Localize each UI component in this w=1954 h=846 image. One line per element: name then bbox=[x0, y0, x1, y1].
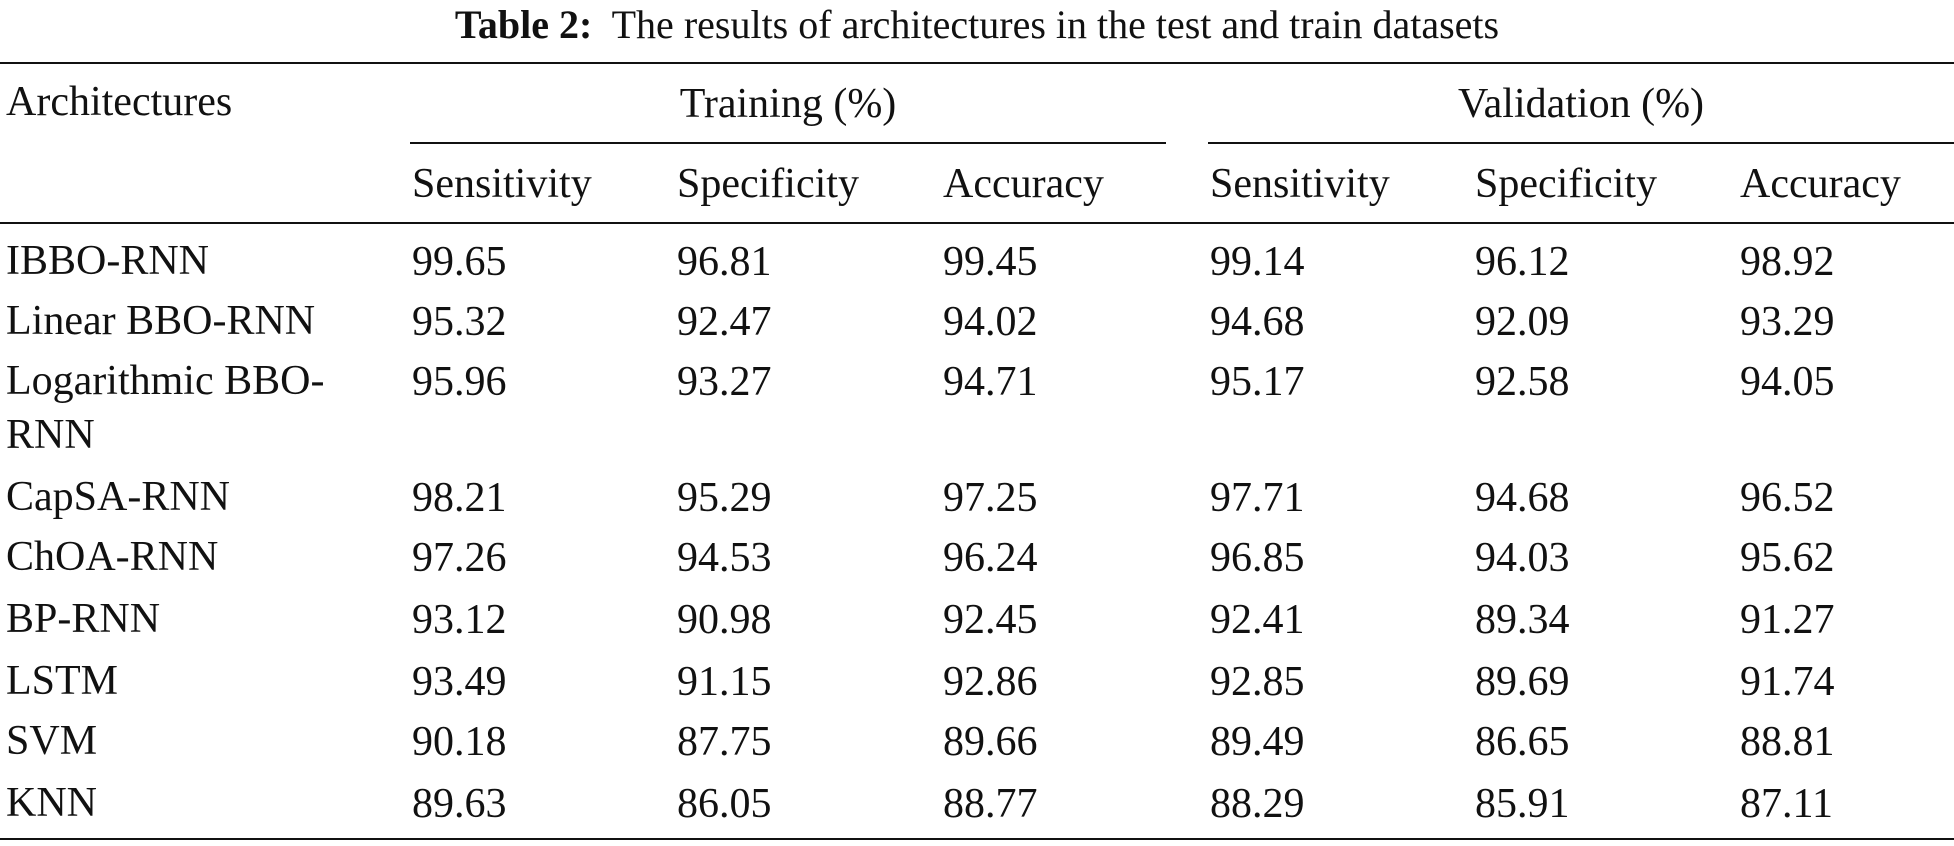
table-row-name: BP-RNN bbox=[6, 596, 161, 642]
table-cell: 89.49 bbox=[1210, 719, 1305, 765]
table-cell: 88.81 bbox=[1740, 719, 1835, 765]
table-cell: 92.47 bbox=[677, 299, 772, 345]
table-cell: 90.18 bbox=[412, 719, 507, 765]
table-cell: 88.77 bbox=[943, 781, 1038, 827]
table-cell: 99.45 bbox=[943, 239, 1038, 285]
table-cell: 87.11 bbox=[1740, 781, 1833, 827]
table-cell: 92.58 bbox=[1475, 359, 1570, 405]
caption-label: Table 2: bbox=[454, 2, 593, 47]
table-cell: 92.09 bbox=[1475, 299, 1570, 345]
table-cell: 91.27 bbox=[1740, 597, 1835, 643]
table-cell: 99.14 bbox=[1210, 239, 1305, 285]
table-row-name: CapSA-RNN bbox=[6, 474, 231, 520]
row-header-architectures: Architectures bbox=[6, 79, 233, 125]
table-cell: 89.34 bbox=[1475, 597, 1570, 643]
table-cell: 89.63 bbox=[412, 781, 507, 827]
table-cell: 86.05 bbox=[677, 781, 772, 827]
training-group-rule bbox=[410, 142, 1166, 144]
table-row-name: KNN bbox=[6, 780, 97, 826]
caption-text: The results of architectures in the test… bbox=[611, 2, 1500, 47]
validation-group-rule bbox=[1208, 142, 1954, 144]
table-cell: 98.92 bbox=[1740, 239, 1835, 285]
table-cell: 96.12 bbox=[1475, 239, 1570, 285]
bottom-rule bbox=[0, 838, 1954, 840]
table-cell: 95.32 bbox=[412, 299, 507, 345]
table-cell: 97.26 bbox=[412, 535, 507, 581]
subheader-validation-sensitivity: Sensitivity bbox=[1210, 161, 1390, 207]
group-header-validation: Validation (%) bbox=[1457, 81, 1705, 127]
table-cell: 88.29 bbox=[1210, 781, 1305, 827]
table-cell: 93.29 bbox=[1740, 299, 1835, 345]
table-cell: 85.91 bbox=[1475, 781, 1570, 827]
table-cell: 93.49 bbox=[412, 659, 507, 705]
table-cell: 91.74 bbox=[1740, 659, 1835, 705]
table-cell: 92.45 bbox=[943, 597, 1038, 643]
table-cell: 99.65 bbox=[412, 239, 507, 285]
table-row-name: SVM bbox=[6, 718, 98, 764]
table-cell: 92.85 bbox=[1210, 659, 1305, 705]
table-cell: 93.27 bbox=[677, 359, 772, 405]
table-cell: 95.29 bbox=[677, 475, 772, 521]
table-cell: 97.25 bbox=[943, 475, 1038, 521]
table-cell: 96.52 bbox=[1740, 475, 1835, 521]
subheader-training-sensitivity: Sensitivity bbox=[412, 161, 592, 207]
group-header-training: Training (%) bbox=[679, 81, 897, 127]
table-cell: 86.65 bbox=[1475, 719, 1570, 765]
table-row-name: Logarithmic BBO-RNN bbox=[6, 358, 325, 458]
table-cell: 98.21 bbox=[412, 475, 507, 521]
subheader-training-specificity: Specificity bbox=[677, 161, 859, 207]
header-rule bbox=[0, 222, 1954, 224]
table-row-name: Linear BBO-RNN bbox=[6, 298, 316, 344]
subheader-validation-specificity: Specificity bbox=[1475, 161, 1657, 207]
table-cell: 94.71 bbox=[943, 359, 1038, 405]
subheader-validation-accuracy: Accuracy bbox=[1740, 161, 1901, 207]
table-row-name: LSTM bbox=[6, 658, 119, 704]
table-cell: 94.03 bbox=[1475, 535, 1570, 581]
table-cell: 95.62 bbox=[1740, 535, 1835, 581]
table-cell: 93.12 bbox=[412, 597, 507, 643]
table-cell: 94.02 bbox=[943, 299, 1038, 345]
table-cell: 94.53 bbox=[677, 535, 772, 581]
table-cell: 96.24 bbox=[943, 535, 1038, 581]
table-cell: 95.96 bbox=[412, 359, 507, 405]
table-cell: 92.41 bbox=[1210, 597, 1305, 643]
table-cell: 91.15 bbox=[677, 659, 772, 705]
table-cell: 94.68 bbox=[1210, 299, 1305, 345]
table-cell: 97.71 bbox=[1210, 475, 1305, 521]
table-cell: 96.81 bbox=[677, 239, 772, 285]
table-cell: 87.75 bbox=[677, 719, 772, 765]
table-cell: 96.85 bbox=[1210, 535, 1305, 581]
table-cell: 94.68 bbox=[1475, 475, 1570, 521]
top-rule bbox=[0, 62, 1954, 64]
table-row-name: IBBO-RNN bbox=[6, 238, 210, 284]
table-caption: Table 2: The results of architectures in… bbox=[0, 0, 1954, 52]
table-cell: 90.98 bbox=[677, 597, 772, 643]
table-cell: 89.66 bbox=[943, 719, 1038, 765]
table-row-name: ChOA-RNN bbox=[6, 534, 219, 580]
table-cell: 92.86 bbox=[943, 659, 1038, 705]
table-cell: 94.05 bbox=[1740, 359, 1835, 405]
table-cell: 89.69 bbox=[1475, 659, 1570, 705]
table-cell: 95.17 bbox=[1210, 359, 1305, 405]
subheader-training-accuracy: Accuracy bbox=[943, 161, 1104, 207]
